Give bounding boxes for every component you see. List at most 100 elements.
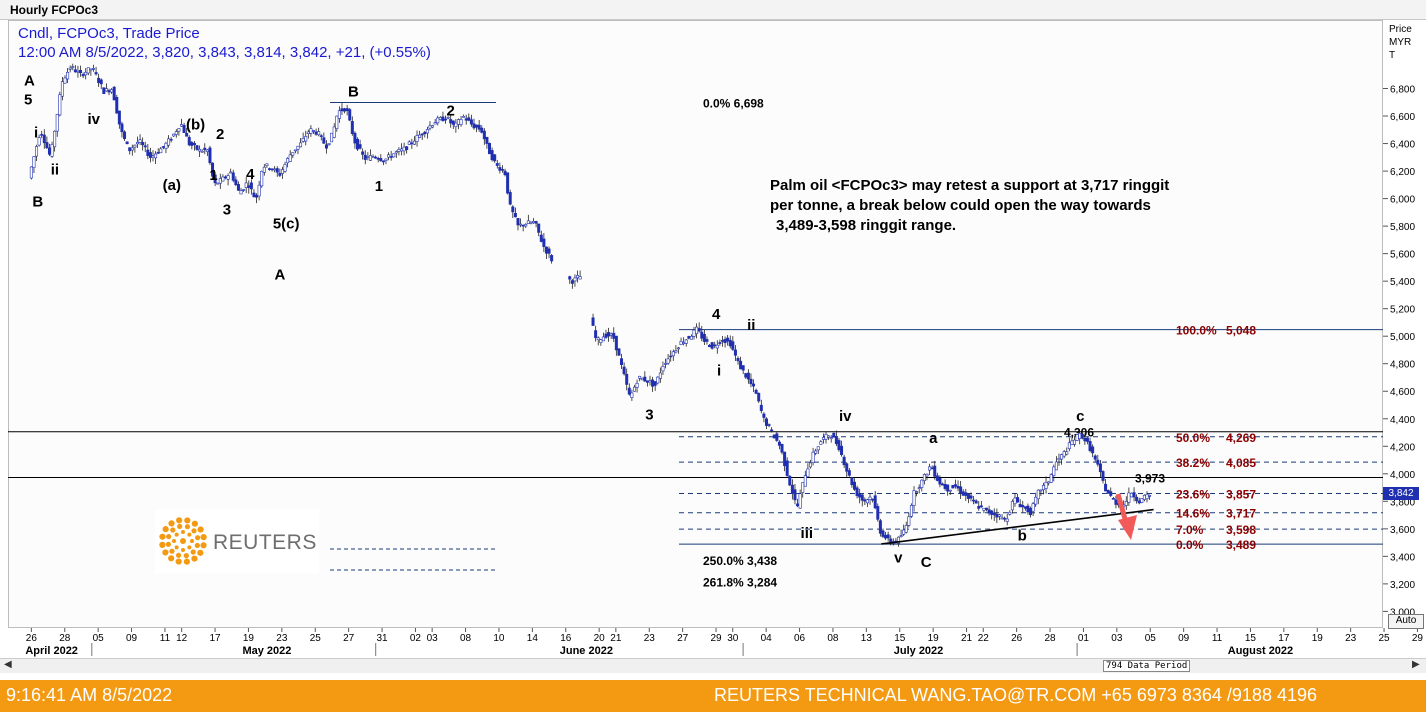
logo-dot (195, 535, 201, 541)
wave-label: B (32, 193, 43, 210)
candle-body (979, 505, 983, 508)
candle-body (1029, 508, 1033, 516)
candle-body (234, 179, 238, 186)
analysis-note: Palm oil <FCPOc3> may retest a support a… (770, 176, 1169, 236)
candle-body (806, 468, 810, 477)
candle-body (852, 481, 856, 490)
candle-body (837, 440, 841, 451)
x-tick-label: 14 (527, 633, 539, 644)
wave-label: ii (747, 317, 755, 334)
y-tick-label: 3,000 (1390, 607, 1415, 618)
wave-label: i (34, 125, 38, 142)
candle-body (319, 135, 323, 137)
logo-dot (184, 524, 191, 530)
candle-body (733, 349, 737, 356)
candle-body (829, 437, 833, 440)
candle-body (1054, 461, 1058, 471)
month-label: August 2022 (1228, 645, 1293, 657)
logo-dot (200, 534, 207, 541)
y-tick-label: 3,600 (1390, 525, 1415, 536)
wave-label: (a) (163, 177, 181, 194)
logo-dot (177, 523, 183, 529)
candle-body (889, 538, 893, 543)
candle-body (477, 124, 481, 130)
candle-body (762, 413, 766, 418)
candle-body (174, 131, 178, 135)
logo-dot (181, 530, 185, 534)
wave-label: 5(c) (273, 215, 300, 232)
candle-body (785, 460, 789, 476)
candle-body (335, 115, 339, 129)
candle-body (203, 147, 207, 151)
candle-body (376, 158, 380, 160)
analysis-note-line2: per tonne, a break below could open the … (770, 197, 1151, 214)
candle-body (374, 156, 378, 159)
candle-body (265, 163, 269, 167)
x-tick-label: 20 (594, 633, 606, 644)
candle-body (179, 124, 183, 127)
candle-body (907, 516, 911, 526)
y-tick-label: 4,400 (1390, 415, 1415, 426)
candle-body (128, 147, 132, 152)
candle-body (324, 144, 328, 149)
logo-dot (159, 541, 166, 548)
candle-body (821, 437, 825, 440)
logo-dot (169, 548, 175, 554)
candle-body (832, 432, 836, 438)
candle-body (550, 255, 554, 262)
candle-body (912, 490, 916, 506)
fib-level-value: 3,717 (1226, 507, 1256, 521)
wave-label: 5 (24, 92, 32, 109)
candle-body (896, 536, 900, 544)
fib-level-percent: 0.0% (1176, 538, 1204, 552)
candle-body (449, 119, 453, 124)
candle-body (1060, 454, 1064, 460)
candle-body (270, 168, 274, 171)
candle-body (407, 141, 411, 145)
x-tick-label: 04 (761, 633, 773, 644)
x-tick-label: 31 (376, 633, 388, 644)
candle-body (213, 174, 217, 184)
candle-body (972, 499, 976, 502)
candle-body (635, 382, 639, 388)
candle-body (185, 132, 189, 137)
candle-body (1065, 451, 1069, 455)
candle-body (154, 153, 158, 159)
candle-body (726, 337, 730, 342)
scroll-left-icon[interactable]: ◀ (4, 659, 12, 670)
candle-body (1096, 459, 1100, 465)
candle-body (508, 192, 512, 205)
candle-body (754, 389, 758, 394)
candle-body (420, 133, 424, 136)
candle-body (720, 340, 724, 342)
logo-dot (191, 528, 197, 534)
logo-dot (172, 539, 176, 543)
candle-body (260, 170, 264, 187)
current-price-tag: 3,842 (1383, 487, 1419, 500)
candle-body (218, 178, 222, 184)
candle-body (195, 145, 199, 150)
candle-body (793, 489, 797, 501)
candle-body (187, 137, 191, 146)
y-tick-label: 3,400 (1390, 552, 1415, 563)
candle-body (651, 379, 655, 387)
candle-body (296, 145, 300, 150)
candles-group (29, 63, 1152, 547)
candle-body (500, 169, 504, 171)
x-tick-label: 11 (1212, 633, 1223, 644)
candle-body (1109, 491, 1113, 496)
wave-label: v (894, 550, 903, 567)
candle-body (1070, 440, 1074, 445)
candle-body (578, 276, 582, 280)
candle-body (767, 424, 771, 426)
scroll-right-icon[interactable]: ▶ (1412, 659, 1420, 670)
time-scrollbar[interactable] (0, 658, 1426, 673)
x-tick-label: 22 (978, 633, 990, 644)
wave-label: 1 (375, 178, 383, 195)
candle-body (384, 158, 388, 161)
candle-body (876, 506, 880, 520)
candle-body (915, 491, 919, 493)
logo-dot (168, 555, 175, 562)
candle-body (141, 142, 145, 146)
auto-scale-button[interactable]: Auto (1388, 614, 1424, 629)
